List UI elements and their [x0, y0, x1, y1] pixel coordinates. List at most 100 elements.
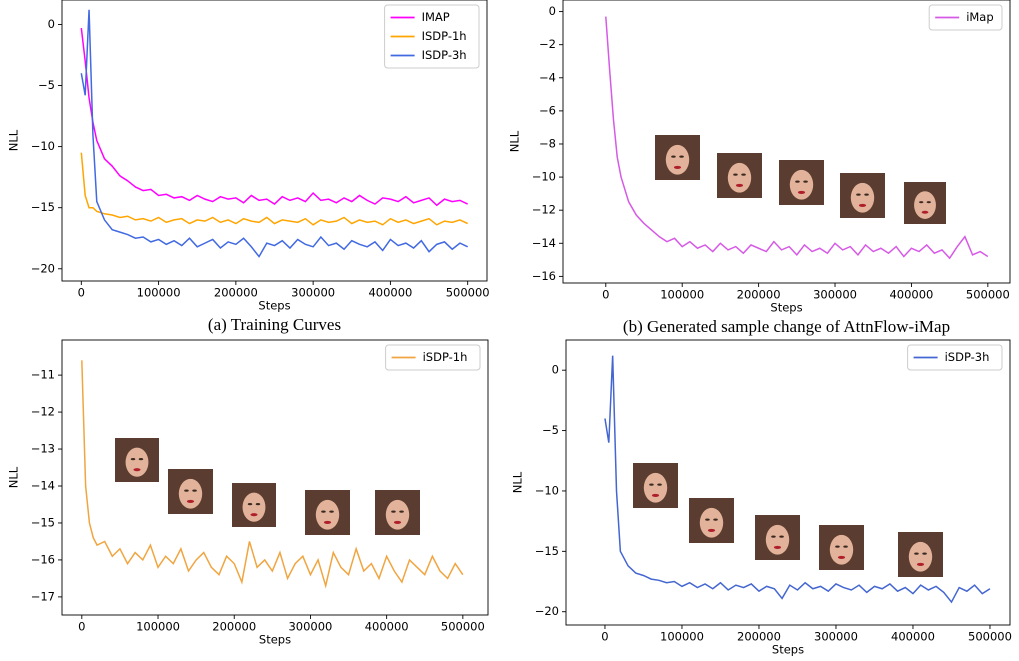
y-tick-label: −12	[31, 405, 55, 419]
sample-image	[779, 160, 824, 205]
sample-image	[755, 515, 800, 560]
y-tick-label: 0	[552, 363, 559, 377]
lips	[186, 499, 195, 503]
face	[908, 541, 933, 572]
sample-image	[375, 490, 420, 535]
series-line	[80, 152, 469, 226]
eye	[741, 173, 746, 176]
y-tick-label: −2	[539, 37, 556, 51]
eye	[255, 503, 261, 506]
y-tick-label: −5	[542, 423, 559, 437]
y-tick-label: −15	[31, 515, 55, 529]
sample-image	[168, 469, 213, 514]
plot-frame	[565, 339, 1011, 626]
y-tick-label: −20	[31, 261, 55, 275]
x-axis-label: Steps	[258, 299, 290, 313]
x-tick-label: 300000	[813, 288, 857, 302]
eye	[184, 489, 189, 492]
x-tick-label: 300000	[814, 630, 858, 644]
x-tick-label: 500000	[446, 286, 490, 300]
x-tick-label: 100000	[136, 620, 180, 634]
eye	[733, 173, 738, 176]
y-tick-label: −15	[31, 200, 55, 214]
face	[765, 524, 790, 555]
eye	[399, 510, 404, 513]
y-tick-label: −10	[535, 483, 559, 497]
eye	[138, 458, 144, 461]
lips	[393, 520, 402, 524]
y-tick-label: −16	[532, 269, 556, 283]
x-tick-label: 0	[601, 630, 608, 644]
face	[385, 499, 410, 530]
x-tick-label: 300000	[291, 286, 335, 300]
y-tick-label: 0	[549, 4, 556, 18]
x-axis-label: Steps	[770, 301, 802, 315]
face	[829, 534, 854, 565]
eye	[329, 510, 334, 513]
face	[178, 478, 203, 509]
lips	[323, 520, 332, 524]
eye	[864, 193, 869, 196]
sample-image	[305, 490, 350, 535]
face	[914, 191, 936, 219]
eye	[657, 483, 662, 486]
face	[242, 492, 266, 522]
eye	[771, 535, 776, 538]
legend-label: IMAP	[422, 10, 450, 24]
face	[850, 182, 875, 213]
sample-image	[115, 438, 159, 482]
eye	[130, 458, 136, 461]
eye	[926, 201, 931, 204]
x-axis-label: Steps	[259, 633, 291, 647]
x-tick-label: 0	[602, 288, 609, 302]
y-tick-label: −20	[535, 604, 559, 618]
y-tick-label: −8	[539, 136, 556, 150]
y-tick-label: −6	[539, 103, 556, 117]
legend-label: iSDP-3h	[945, 350, 990, 364]
sample-image	[898, 532, 943, 577]
eye	[914, 552, 919, 555]
x-tick-label: 200000	[737, 630, 781, 644]
face	[643, 472, 668, 503]
lips	[858, 203, 867, 207]
eye	[843, 545, 848, 548]
x-tick-label: 0	[78, 620, 85, 634]
sample-image	[819, 525, 864, 570]
eye	[321, 510, 326, 513]
y-tick-label: −13	[31, 442, 55, 456]
lips	[250, 513, 258, 517]
y-tick-label: −10	[532, 170, 556, 184]
lips	[673, 165, 682, 169]
y-tick-label: −12	[532, 203, 556, 217]
x-tick-label: 0	[78, 286, 85, 300]
eye	[391, 510, 396, 513]
caption: (b) Generated sample change of AttnFlow-…	[623, 317, 950, 336]
series-line	[80, 28, 469, 207]
eye	[803, 180, 808, 183]
eye	[649, 483, 654, 486]
x-tick-label: 400000	[889, 288, 933, 302]
face	[727, 162, 752, 193]
lips	[916, 562, 925, 566]
y-tick-label: −14	[31, 479, 55, 493]
series-line	[81, 360, 464, 589]
eye	[779, 535, 784, 538]
legend-label: ISDP-3h	[422, 48, 467, 62]
eye	[856, 193, 861, 196]
series-line	[605, 16, 989, 260]
face	[315, 499, 340, 530]
x-tick-label: 200000	[212, 620, 256, 634]
lips	[837, 555, 846, 559]
sample-image	[689, 498, 734, 543]
sample-image	[717, 153, 762, 198]
x-tick-label: 200000	[214, 286, 258, 300]
lips	[773, 545, 782, 549]
y-tick-label: −14	[532, 236, 556, 250]
lips	[133, 468, 141, 472]
lips	[735, 183, 744, 187]
y-axis-label: NLL	[508, 130, 522, 152]
x-tick-label: 200000	[737, 288, 781, 302]
sample-image	[840, 173, 885, 218]
lips	[707, 528, 716, 532]
